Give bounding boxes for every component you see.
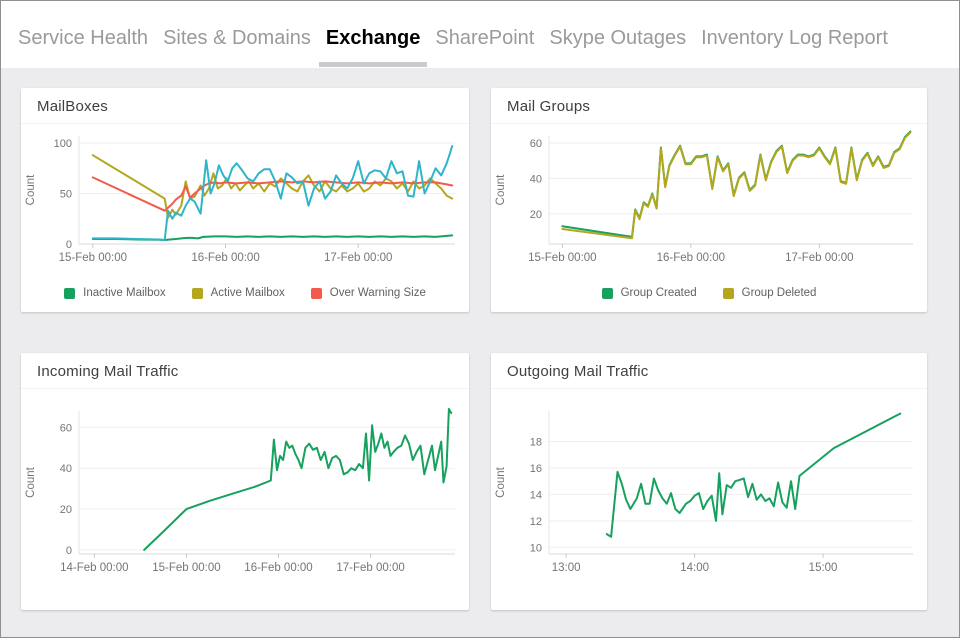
y-tick-label: 0 <box>66 239 72 251</box>
series-active-mailbox <box>93 155 452 218</box>
legend-label: Group Created <box>621 287 697 299</box>
y-tick-label: 40 <box>530 173 542 185</box>
x-tick-label: 15-Feb 00:00 <box>152 562 220 574</box>
chart-title: Outgoing Mail Traffic <box>491 353 927 389</box>
y-tick-label: 18 <box>530 436 542 448</box>
series-over-warning-size <box>93 177 452 210</box>
tab-label: SharePoint <box>435 27 534 50</box>
x-tick-label: 16-Feb 00:00 <box>244 562 312 574</box>
y-tick-label: 40 <box>60 463 72 475</box>
y-tick-label: 16 <box>530 463 542 475</box>
dashboard-window: Service Health Sites & Domains Exchange Sha… <box>0 0 960 638</box>
card-mail-groups: Mail Groups 20 40 60 15-Feb 00:00 16-Feb 00:… <box>491 88 927 312</box>
y-tick-label: 50 <box>60 189 72 201</box>
chart-title: Incoming Mail Traffic <box>21 353 469 389</box>
active-tab-underline <box>319 62 427 67</box>
legend-swatch <box>192 288 203 299</box>
x-tick-label: 17-Feb 00:00 <box>336 562 404 574</box>
series-unlabeled <box>144 409 451 550</box>
legend-swatch <box>723 288 734 299</box>
card-incoming-mail-traffic: Incoming Mail Traffic 0 20 40 60 14-Feb 00:0… <box>21 353 469 610</box>
tab-label: Service Health <box>18 27 148 50</box>
card-outgoing-mail-traffic: Outgoing Mail Traffic 10 12 14 16 18 13:00 14:… <box>491 353 927 610</box>
legend-swatch <box>602 288 613 299</box>
legend-item-group-created[interactable]: Group Created <box>602 287 697 299</box>
x-tick-label: 15:00 <box>809 562 838 574</box>
tab-skype-outages[interactable]: Skype Outages <box>542 9 693 68</box>
legend-label: Group Deleted <box>742 287 817 299</box>
chart-title: MailBoxes <box>21 88 469 124</box>
legend-item-over-warning-size[interactable]: Over Warning Size <box>311 287 426 299</box>
x-tick-label: 17-Feb 00:00 <box>324 252 392 264</box>
outgoing-mail-traffic-chart: 10 12 14 16 18 13:00 14:00 15:00 Count <box>491 389 927 594</box>
x-tick-label: 16-Feb 00:00 <box>191 252 259 264</box>
x-tick-label: 15-Feb 00:00 <box>528 252 596 264</box>
x-tick-label: 14-Feb 00:00 <box>60 562 128 574</box>
tab-label: Skype Outages <box>549 27 686 50</box>
y-tick-label: 60 <box>60 422 72 434</box>
y-tick-label: 20 <box>60 504 72 516</box>
y-tick-label: 14 <box>530 489 542 501</box>
legend-label: Inactive Mailbox <box>83 287 165 299</box>
legend-swatch <box>311 288 322 299</box>
dashboard-content: MailBoxes 05010015-Feb 00:0016-Feb 00:00… <box>1 68 959 630</box>
mail-groups-legend: Group Created Group Deleted <box>491 274 927 312</box>
y-axis-label: Count <box>25 466 37 497</box>
legend-item-inactive-mailbox[interactable]: Inactive Mailbox <box>64 287 165 299</box>
tab-label: Inventory Log Report <box>701 27 888 50</box>
tab-bar: Service Health Sites & Domains Exchange Sha… <box>1 1 959 68</box>
legend-label: Over Warning Size <box>330 287 426 299</box>
tab-label: Sites & Domains <box>163 27 311 50</box>
x-tick-label: 14:00 <box>680 562 709 574</box>
y-axis-label: Count <box>495 174 507 205</box>
y-axis-label: Count <box>495 466 507 497</box>
y-tick-label: 20 <box>530 209 542 221</box>
x-tick-label: 13:00 <box>552 562 581 574</box>
legend-label: Active Mailbox <box>211 287 285 299</box>
x-tick-label: 17-Feb 00:00 <box>785 252 853 264</box>
series-unlabeled <box>607 414 900 537</box>
tab-sites-domains[interactable]: Sites & Domains <box>156 9 318 68</box>
x-tick-label: 15-Feb 00:00 <box>59 252 127 264</box>
y-axis-label: Count <box>25 174 37 205</box>
x-tick-label: 16-Feb 00:00 <box>657 252 725 264</box>
tab-label: Exchange <box>326 27 420 50</box>
y-tick-label: 100 <box>54 138 72 150</box>
chart-title: Mail Groups <box>491 88 927 124</box>
y-tick-label: 60 <box>530 138 542 150</box>
tab-service-health[interactable]: Service Health <box>11 9 155 68</box>
tab-sharepoint[interactable]: SharePoint <box>428 9 541 68</box>
tab-exchange[interactable]: Exchange <box>319 9 427 68</box>
y-tick-label: 10 <box>530 542 542 554</box>
y-tick-label: 12 <box>530 516 542 528</box>
incoming-mail-traffic-chart: 0 20 40 60 14-Feb 00:00 15-Feb 00:00 16-Feb 00… <box>21 389 469 594</box>
legend-item-active-mailbox[interactable]: Active Mailbox <box>192 287 285 299</box>
tab-inventory-log-report[interactable]: Inventory Log Report <box>694 9 895 68</box>
y-tick-label: 0 <box>66 545 72 557</box>
series-group-deleted <box>562 133 910 239</box>
mailboxes-chart: 0 50 100 15-Feb 00:00 16-Feb 00:00 17-Feb 00:… <box>21 124 469 274</box>
mail-groups-chart: 20 40 60 15-Feb 00:00 16-Feb 00:00 17-Feb 00:… <box>491 124 927 274</box>
legend-item-group-deleted[interactable]: Group Deleted <box>723 287 817 299</box>
mailboxes-legend: Inactive Mailbox Active Mailbox Over Warni… <box>21 274 469 312</box>
legend-swatch <box>64 288 75 299</box>
card-mailboxes: MailBoxes 0 50 100 15-Feb 00:00 16-Feb 00:00… <box>21 88 469 312</box>
